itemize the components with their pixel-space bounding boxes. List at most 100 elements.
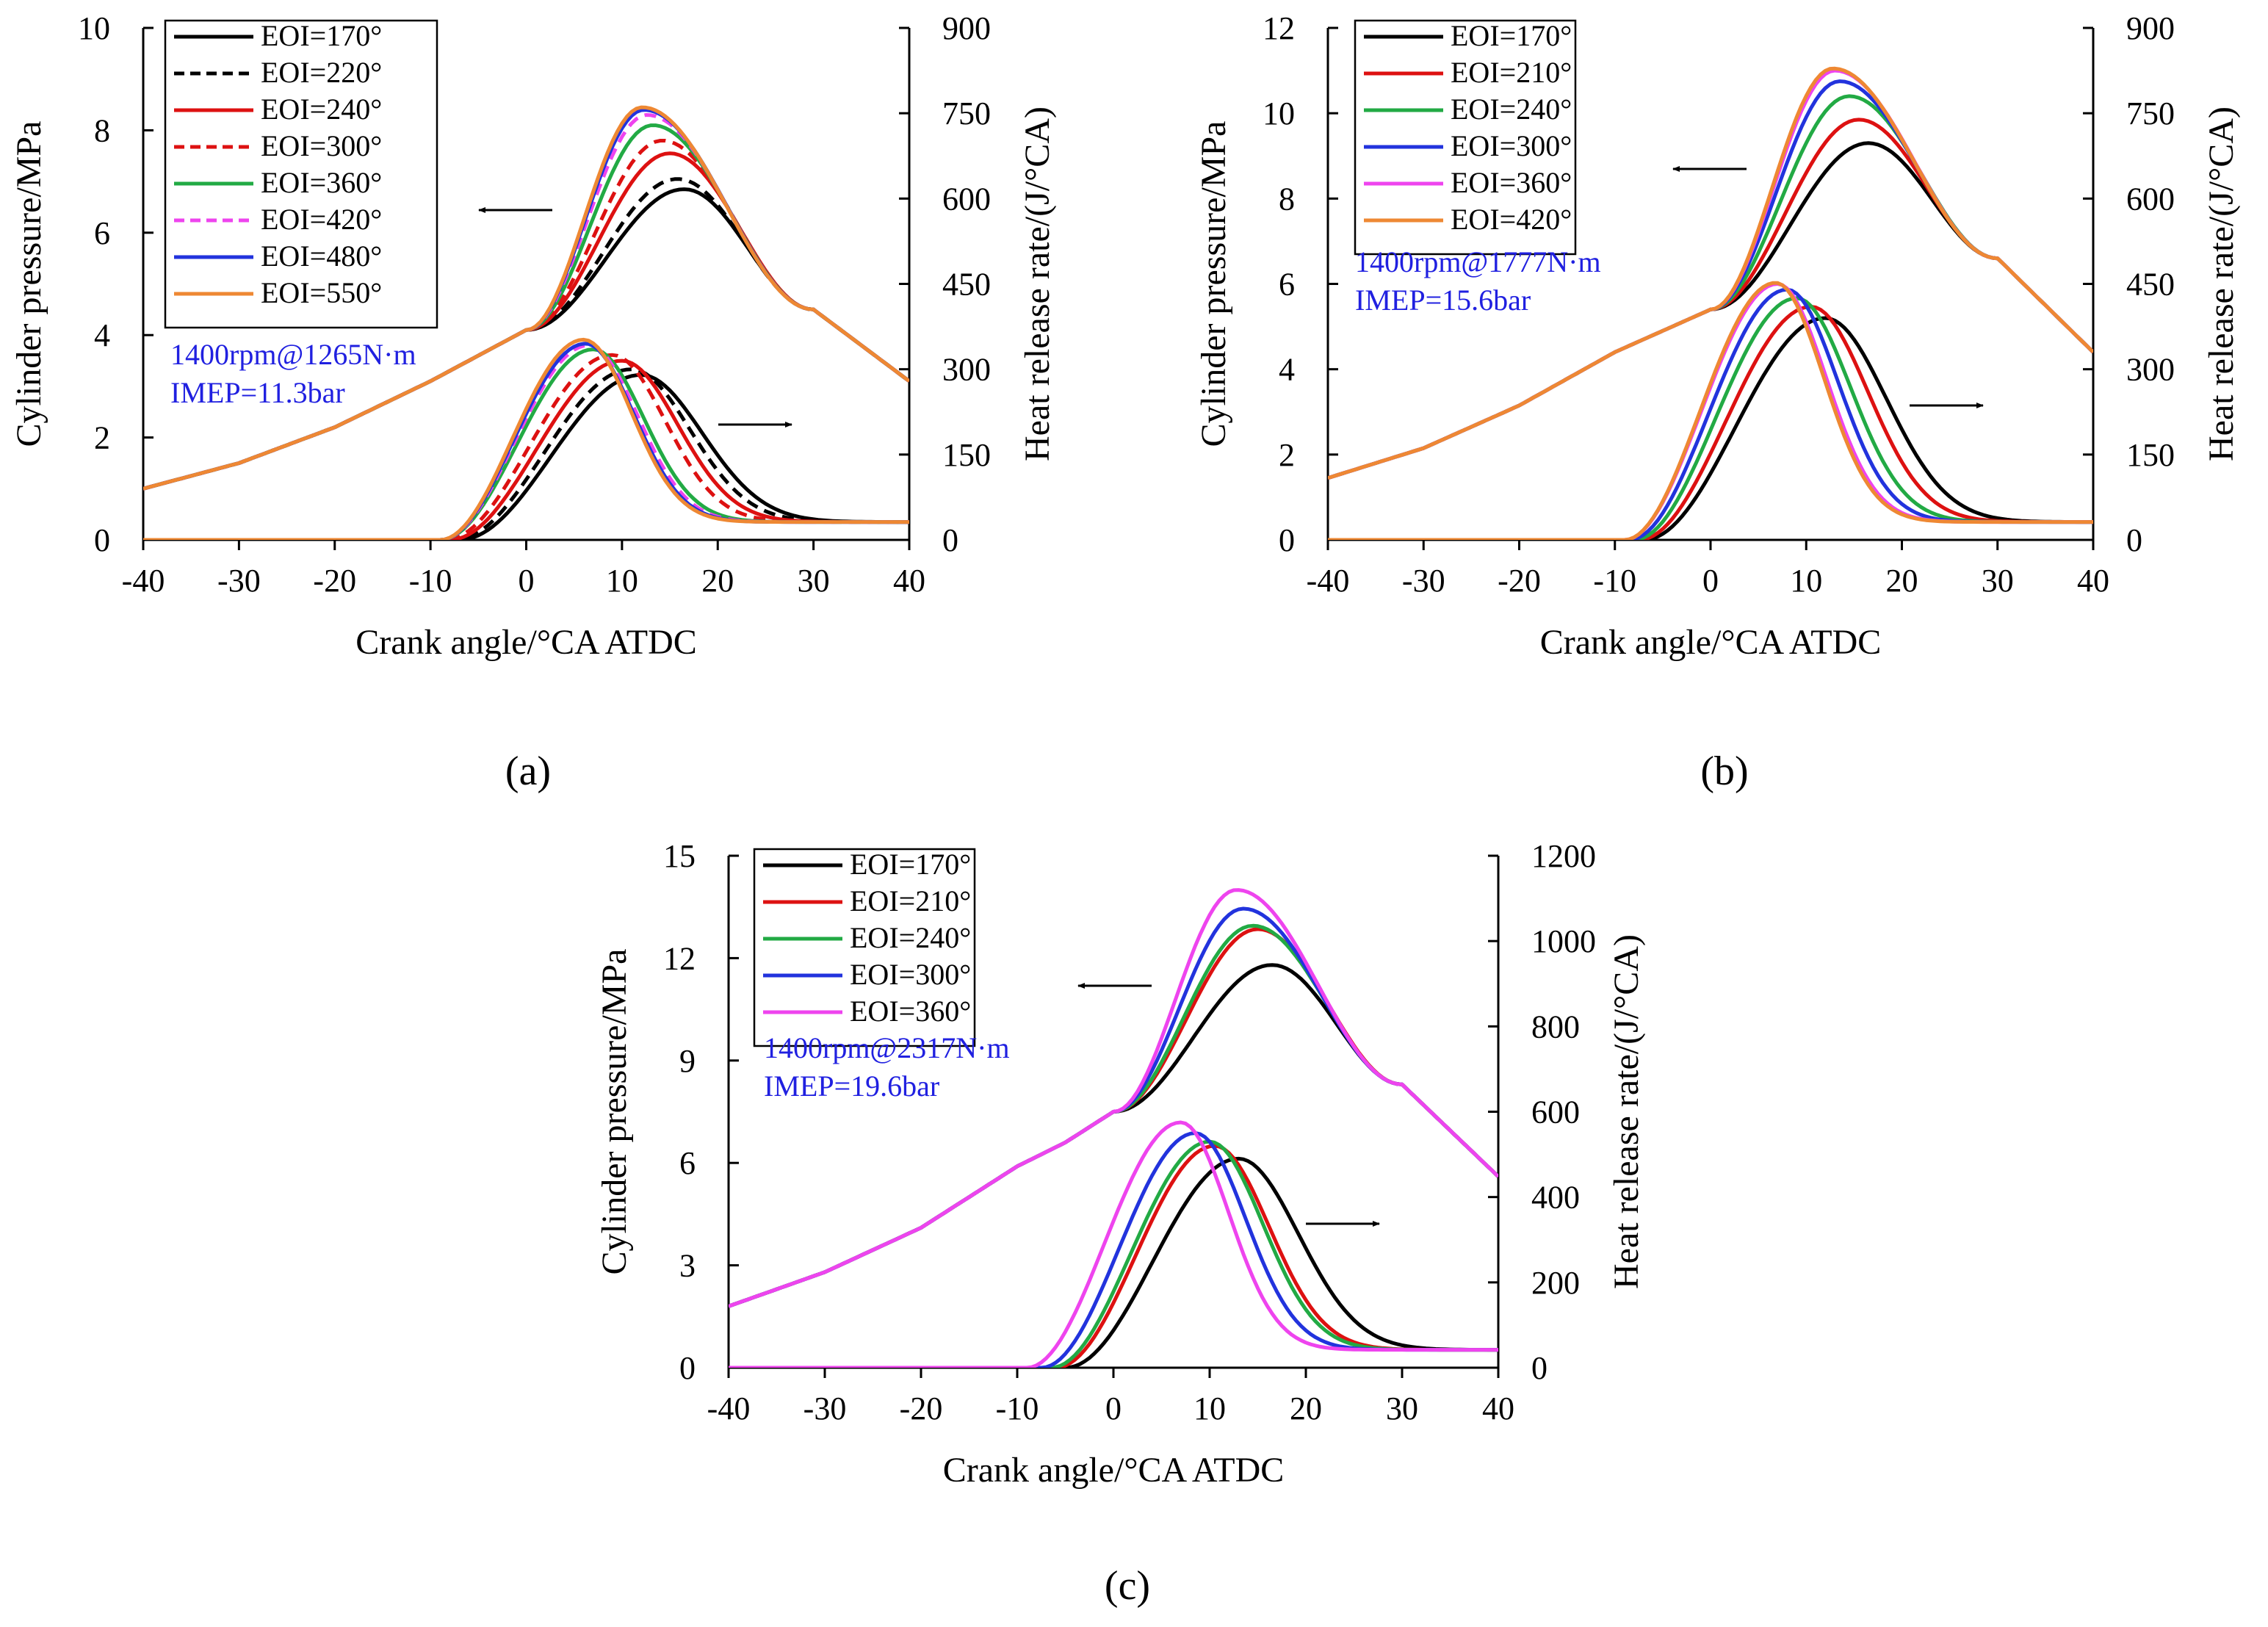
x-tick-label: -20 xyxy=(900,1390,943,1426)
y-left-tick-label: 10 xyxy=(1263,95,1295,131)
pressure-series-5 xyxy=(729,888,1498,1308)
legend-entry: EOI=360° xyxy=(850,995,971,1028)
legend-entry: EOI=170° xyxy=(1451,19,1572,52)
y-right-tick-label: 0 xyxy=(2126,522,2142,558)
legend-entry: EOI=170° xyxy=(261,19,382,52)
y-left-tick-label: 10 xyxy=(78,10,110,46)
x-tick-label: 30 xyxy=(798,563,830,599)
operating-point-label: IMEP=11.3bar xyxy=(170,376,345,409)
x-axis-title: Crank angle/°CA ATDC xyxy=(1540,623,1882,662)
panel-a: -40 -30 -20 -10 0 10 20 30 40 0 2 4 6 8 10 0 150 300 450 60… xyxy=(10,10,1057,794)
x-tick-label: -30 xyxy=(217,563,261,599)
x-tick-label: 30 xyxy=(1982,563,2014,599)
x-tick-label: 20 xyxy=(1290,1390,1322,1426)
y-left-tick-label: 4 xyxy=(94,317,110,353)
y-left-tick-label: 12 xyxy=(663,940,696,976)
y-right-tick-label: 1200 xyxy=(1531,838,1596,874)
y-left-tick-label: 2 xyxy=(94,420,110,456)
y-right-tick-label: 300 xyxy=(942,352,991,388)
legend-entry: EOI=360° xyxy=(261,166,382,199)
legend-entry: EOI=420° xyxy=(261,203,382,236)
y-right-tick-label: 600 xyxy=(2126,181,2175,217)
hrr-series-2 xyxy=(1328,305,2093,540)
y-left-tick-label: 0 xyxy=(1279,522,1295,558)
hrr-series-1 xyxy=(1328,316,2093,540)
x-tick-label: -30 xyxy=(803,1390,847,1426)
y-right-tick-label: 300 xyxy=(2126,352,2175,388)
hrr-series-1 xyxy=(143,372,909,540)
y-left-tick-label: 3 xyxy=(679,1248,696,1284)
hrr-series-7 xyxy=(143,342,909,540)
x-tick-label: 40 xyxy=(2077,563,2109,599)
y-right-tick-label: 750 xyxy=(2126,95,2175,131)
x-tick-label: 10 xyxy=(1790,563,1822,599)
y-right-tick-label: 400 xyxy=(1531,1180,1580,1216)
legend-entry: EOI=300° xyxy=(261,129,382,162)
y-left-tick-label: 6 xyxy=(94,215,110,251)
hrr-series-6 xyxy=(1328,281,2093,540)
legend-entry: EOI=220° xyxy=(261,56,382,89)
operating-point-label: 1400rpm@2317N·m xyxy=(764,1031,1010,1064)
x-tick-label: -40 xyxy=(1307,563,1350,599)
y-right-tick-label: 900 xyxy=(2126,10,2175,46)
panel-c: -40 -30 -20 -10 0 10 20 30 400369121502004006008… xyxy=(595,838,1646,1609)
x-tick-label: 0 xyxy=(519,563,535,599)
y-right-tick-label: 800 xyxy=(1531,1009,1580,1045)
legend: EOI=170° EOI=210° EOI=240°EOI=300° EOI=360°… xyxy=(1354,19,1577,256)
y-right-tick-label: 1000 xyxy=(1531,923,1596,959)
legend-entry: EOI=240° xyxy=(1451,93,1572,126)
y-right-axis-title: Heat release rate/(J/°CA) xyxy=(2202,107,2241,461)
x-axis-title: Crank angle/°CA ATDC xyxy=(355,623,697,662)
y-right-tick-label: 0 xyxy=(1531,1350,1547,1386)
x-tick-label: 30 xyxy=(1386,1390,1418,1426)
operating-point-label: 1400rpm@1777N·m xyxy=(1355,245,1601,278)
legend-box xyxy=(164,19,438,329)
y-left-tick-label: 6 xyxy=(1279,267,1295,303)
legend-entry: EOI=170° xyxy=(850,848,971,881)
hrr-series-2 xyxy=(143,367,909,540)
legend-entry: EOI=360° xyxy=(1451,166,1572,199)
y-left-tick-label: 4 xyxy=(1279,352,1295,388)
x-tick-label: -40 xyxy=(707,1390,751,1426)
panel-b: -40 -30 -20 -10 0 10 20 30 40 0 2 4 6 8 10 12 0 150 300 450… xyxy=(1194,10,2241,794)
hrr-series-4 xyxy=(1328,287,2093,540)
y-left-tick-label: 8 xyxy=(1279,181,1295,217)
x-axis-title: Crank angle/°CA ATDC xyxy=(943,1451,1285,1490)
y-right-tick-label: 450 xyxy=(2126,267,2175,303)
x-tick-label: 40 xyxy=(1482,1390,1514,1426)
x-tick-label: 10 xyxy=(1193,1390,1226,1426)
y-left-tick-label: 0 xyxy=(94,522,110,558)
hrr-series-1 xyxy=(729,1156,1498,1368)
x-tick-label: -20 xyxy=(1498,563,1541,599)
curves xyxy=(1328,66,2093,540)
hrr-series-3 xyxy=(729,1139,1498,1368)
operating-point-label: IMEP=15.6bar xyxy=(1355,284,1531,317)
y-right-tick-label: 200 xyxy=(1531,1265,1580,1301)
x-tick-label: -40 xyxy=(122,563,165,599)
hrr-series-6 xyxy=(143,343,909,540)
y-left-tick-label: 2 xyxy=(1279,437,1295,473)
y-right-tick-label: 750 xyxy=(942,95,991,131)
curves xyxy=(729,888,1498,1368)
y-left-tick-label: 12 xyxy=(1263,10,1295,46)
x-tick-label: -10 xyxy=(996,1390,1039,1426)
pressure-series-8 xyxy=(143,105,909,491)
hrr-series-5 xyxy=(729,1120,1498,1368)
x-tick-label: -10 xyxy=(409,563,452,599)
legend: EOI=170°EOI=210° EOI=240° EOI=300° EOI=360° xyxy=(753,848,976,1047)
y-left-tick-label: 15 xyxy=(663,838,696,874)
y-left-axis-title: Cylinder pressure/MPa xyxy=(595,949,634,1275)
curves xyxy=(143,105,909,540)
y-left-axis-title: Cylinder pressure/MPa xyxy=(10,121,48,447)
hrr-series-2 xyxy=(729,1144,1498,1368)
y-left-tick-label: 6 xyxy=(679,1145,696,1181)
x-tick-label: 0 xyxy=(1702,563,1719,599)
legend-entry: EOI=300° xyxy=(1451,129,1572,162)
hrr-series-3 xyxy=(1328,296,2093,540)
x-tick-label: -20 xyxy=(313,563,356,599)
legend-entry: EOI=550° xyxy=(261,276,382,309)
y-right-tick-label: 0 xyxy=(942,522,958,558)
legend-entry: EOI=480° xyxy=(261,239,382,273)
legend-entry: EOI=240° xyxy=(850,921,971,954)
